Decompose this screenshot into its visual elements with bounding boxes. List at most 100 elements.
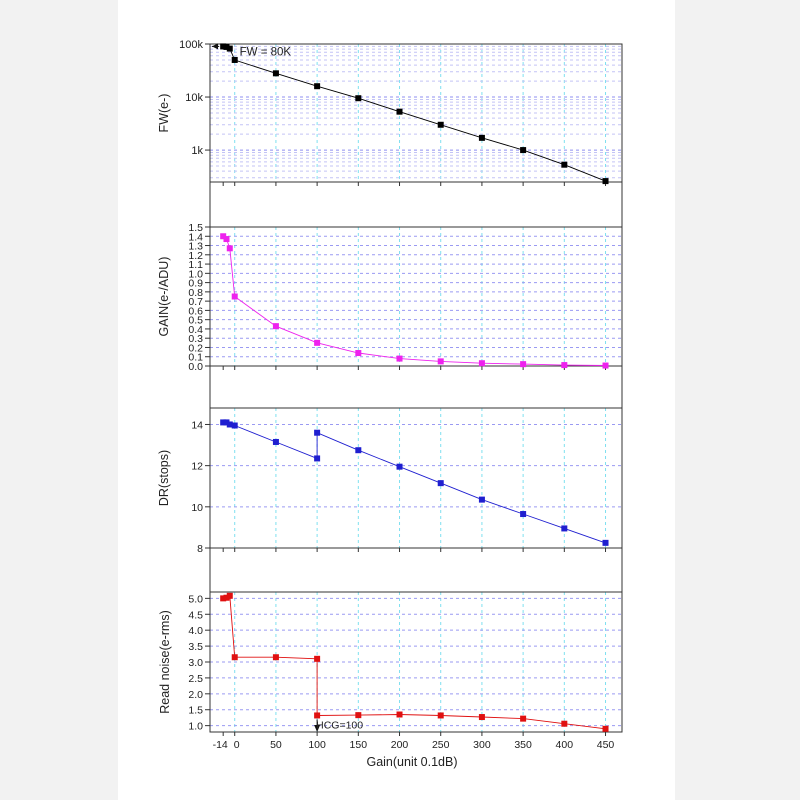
data-point — [437, 358, 444, 365]
data-point — [231, 293, 238, 300]
data-point — [272, 323, 279, 330]
data-point — [314, 83, 321, 90]
y-axis-label: DR(stops) — [157, 450, 171, 506]
y-tick-label: 3.5 — [188, 641, 203, 653]
annotation-fw: FW = 80K — [240, 46, 292, 58]
data-point — [478, 496, 485, 503]
x-tick-label: 150 — [350, 739, 368, 751]
x-tick-label: 100 — [308, 739, 326, 751]
y-tick-label: 5.0 — [188, 593, 203, 605]
data-point — [226, 45, 233, 52]
data-point — [272, 438, 279, 445]
data-point — [314, 655, 321, 662]
data-point — [314, 455, 321, 462]
annotation-hcg: HCG=100 — [316, 719, 363, 731]
y-tick-label: 0.6 — [188, 305, 203, 317]
panel-4: 1.0 1.5 2.0 2.5 3.0 3.5 4.0 4.5 5.0 Read noise(e-… — [158, 591, 623, 736]
y-tick-label: 0.9 — [188, 278, 203, 290]
y-tick-label: 1.0 — [188, 721, 203, 733]
data-point — [520, 361, 527, 368]
y-tick-label: 14 — [191, 419, 203, 431]
y-tick-label: 0.3 — [188, 333, 203, 345]
data-point — [355, 712, 362, 719]
series-line — [223, 595, 606, 730]
data-point — [478, 360, 485, 367]
y-tick-label: 0.7 — [188, 296, 203, 308]
y-tick-label: 1.2 — [188, 250, 203, 262]
data-point — [437, 121, 444, 128]
data-point — [223, 236, 230, 243]
data-point — [314, 339, 321, 346]
y-tick-label: 0.0 — [188, 361, 203, 373]
y-tick-label: 1.4 — [188, 231, 203, 243]
x-tick-label: 50 — [270, 739, 282, 751]
data-point — [272, 70, 279, 77]
data-point — [396, 355, 403, 362]
y-tick-label: 2.5 — [188, 673, 203, 685]
panel-1: 1k 10k 100k FW(e-) FW = 80K — [157, 39, 623, 186]
data-point — [561, 161, 568, 168]
y-tick-label: 1.3 — [188, 241, 203, 253]
plot-frame — [209, 407, 623, 549]
data-point — [396, 711, 403, 718]
data-point — [520, 715, 527, 722]
series-line — [223, 45, 606, 182]
plot-frame — [209, 226, 623, 367]
data-point — [314, 712, 321, 719]
data-point — [231, 56, 238, 63]
y-tick-label: 0.8 — [188, 287, 203, 299]
x-axis-label: Gain(unit 0.1dB) — [366, 755, 457, 769]
plot-frame — [209, 43, 623, 183]
x-tick-label: 0 — [234, 739, 240, 751]
data-point — [223, 43, 230, 50]
annotation-arrowhead — [212, 43, 218, 50]
y-tick-label: 0.2 — [188, 342, 203, 354]
y-tick-label: 2.0 — [188, 689, 203, 701]
data-point — [602, 539, 609, 546]
data-point — [220, 233, 227, 240]
x-tick-label: 350 — [514, 739, 532, 751]
figure-sheet: 1k 10k 100k FW(e-) FW = 80K 0.0 0.1 0.2 0.3 0.4 0.… — [118, 0, 675, 800]
data-point — [231, 422, 238, 429]
y-tick-label: 4.0 — [188, 625, 203, 637]
y-tick-label: 10 — [191, 502, 203, 514]
data-point — [561, 720, 568, 727]
y-axis-label: FW(e-) — [157, 94, 171, 133]
data-point — [231, 654, 238, 661]
y-tick-label: 12 — [191, 461, 203, 473]
data-point — [226, 245, 233, 252]
y-tick-label: 1.5 — [188, 222, 203, 234]
data-point — [520, 147, 527, 154]
data-point — [561, 362, 568, 369]
data-point — [226, 592, 233, 599]
y-axis-label: Read noise(e-rms) — [158, 610, 172, 714]
data-point — [602, 178, 609, 185]
data-point — [220, 419, 227, 426]
y-tick-label: 0.4 — [188, 324, 203, 336]
data-point — [602, 362, 609, 369]
data-point — [220, 43, 227, 50]
y-tick-label: 0.1 — [188, 352, 203, 364]
y-axis-label: GAIN(e-/ADU) — [157, 257, 171, 337]
y-tick-label: 3.0 — [188, 657, 203, 669]
data-point — [561, 525, 568, 532]
data-point — [355, 350, 362, 357]
data-point — [226, 421, 233, 428]
data-point — [520, 511, 527, 518]
data-point — [223, 419, 230, 426]
data-point — [355, 95, 362, 102]
data-point — [396, 108, 403, 115]
data-point — [478, 714, 485, 721]
panel-2: 0.00.10.20.30.40.50.60.70.80.91.01.11.21… — [157, 222, 623, 373]
y-tick-label: 1.5 — [188, 705, 203, 717]
y-tick-label: 8 — [197, 543, 203, 555]
y-tick-label: 10k — [185, 92, 203, 104]
data-point — [223, 594, 230, 601]
data-point — [355, 447, 362, 454]
data-point — [602, 725, 609, 732]
panel-3: 8 10 12 14 DR(stops) — [157, 407, 623, 555]
y-tick-label: 100k — [179, 39, 203, 51]
x-tick-label: 300 — [473, 739, 491, 751]
data-point — [272, 654, 279, 661]
